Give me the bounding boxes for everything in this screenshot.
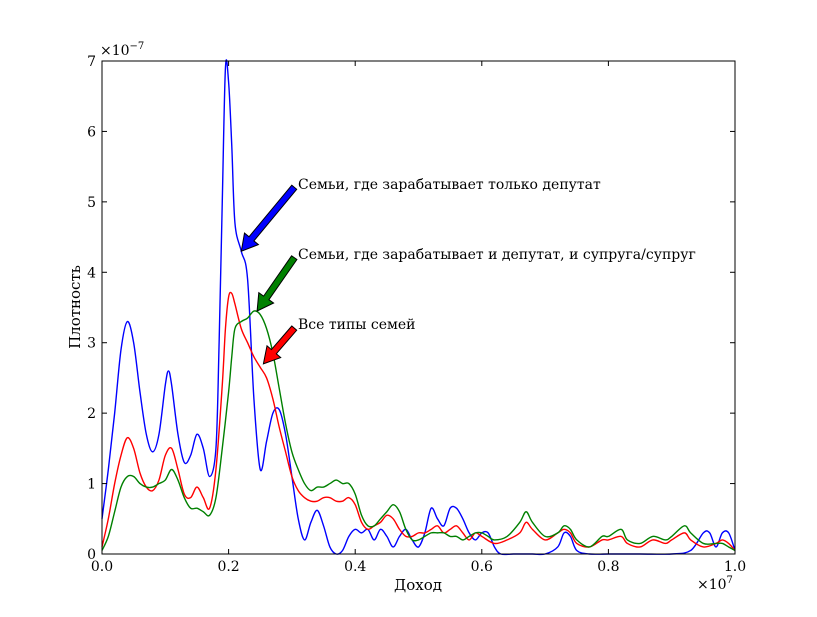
annotation-arrow-2: [262, 325, 298, 365]
annotation-label-deputy-only: Семьи, где зарабатывает только депутат: [298, 177, 601, 193]
y-tick-label: 7: [87, 54, 96, 70]
annotation-arrow-1: [256, 255, 298, 312]
annotation-arrows: [240, 184, 298, 365]
y-tick-label: 4: [87, 265, 96, 281]
y-tick-label: 2: [87, 406, 96, 422]
series-layer: [101, 59, 736, 556]
y-multiplier-label: ×10−7: [100, 41, 144, 59]
x-tick-label: 0.6: [471, 559, 493, 575]
annotation-label-all-families: Все типы семей: [298, 317, 416, 333]
y-tick-label: 5: [87, 195, 96, 211]
series-line-2: [101, 310, 736, 552]
series-line-0: [101, 59, 736, 556]
y-axis-ticks: 0 1 2 3 4 5 6 7: [87, 54, 735, 563]
x-tick-label: 0.0: [91, 559, 113, 575]
x-axis-ticks: 0.0 0.2 0.4 0.6 0.8 1.0: [91, 61, 746, 575]
y-tick-label: 1: [87, 477, 96, 493]
x-axis-label: Доход: [394, 576, 442, 594]
x-tick-label: 0.8: [597, 559, 619, 575]
annotation-arrow-0: [240, 184, 298, 252]
y-tick-label: 3: [87, 336, 96, 352]
y-axis-label: Плотность: [66, 265, 84, 349]
x-multiplier-label: ×107: [697, 575, 733, 593]
x-tick-label: 1.0: [724, 559, 746, 575]
x-tick-label: 0.2: [217, 559, 239, 575]
y-tick-label: 6: [87, 124, 96, 140]
plot-frame: [101, 60, 736, 555]
x-tick-label: 0.4: [344, 559, 366, 575]
plot-background: [102, 61, 735, 554]
y-tick-label: 0: [87, 547, 96, 563]
annotation-label-deputy-and-spouse: Семьи, где зарабатывает и депутат, и суп…: [298, 247, 696, 263]
